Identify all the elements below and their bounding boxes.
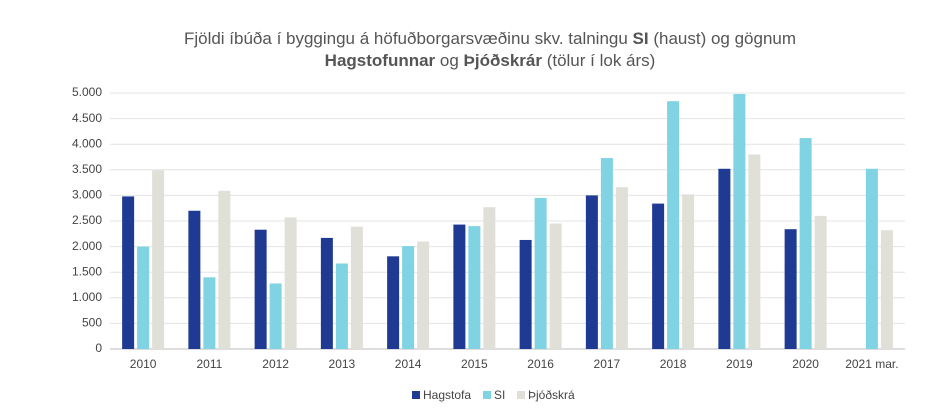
bar [814, 215, 827, 349]
bar [122, 196, 135, 349]
bar [254, 229, 267, 349]
x-tick-label: 2012 [262, 357, 289, 371]
x-tick-label: 2010 [130, 357, 157, 371]
y-tick-label: 0 [95, 341, 102, 355]
bar [284, 217, 297, 349]
bar [733, 94, 746, 349]
y-tick-label: 5.000 [72, 85, 102, 99]
y-tick-label: 3.000 [72, 188, 102, 202]
y-tick-label: 2.500 [72, 213, 102, 227]
bar [748, 154, 761, 349]
bar [549, 223, 562, 349]
x-tick-label: 2013 [329, 357, 356, 371]
y-tick-label: 500 [82, 316, 102, 330]
x-tick-label: 2014 [395, 357, 422, 371]
bar [615, 187, 628, 349]
y-tick-label: 2.000 [72, 239, 102, 253]
title-part: (tölur í lok árs) [542, 51, 655, 70]
legend-label: Þjóðskrá [528, 388, 575, 402]
y-tick-label: 3.500 [72, 162, 102, 176]
y-tick-label: 1.000 [72, 290, 102, 304]
bar [468, 226, 481, 349]
bar [137, 246, 150, 349]
bar [203, 277, 216, 349]
bar [218, 190, 231, 349]
x-tick-label: 2021 mar. [845, 357, 898, 371]
legend-label: SI [494, 388, 505, 402]
bar [667, 101, 680, 349]
bar [417, 241, 430, 349]
y-tick-label: 4.000 [72, 136, 102, 150]
legend-swatch [412, 391, 420, 399]
bar [350, 226, 363, 349]
bar [269, 283, 282, 349]
bar [387, 256, 400, 349]
x-tick-label: 2020 [792, 357, 819, 371]
bar [600, 158, 613, 349]
title-part: Hagstofunnar [325, 51, 436, 70]
bar [335, 263, 348, 349]
x-tick-label: 2011 [196, 357, 222, 371]
legend-swatch [517, 391, 525, 399]
title-part: og [435, 51, 463, 70]
title-part: (haust) og gögnum [649, 29, 796, 48]
bar [188, 210, 201, 349]
legend-swatch [483, 391, 491, 399]
legend-label: Hagstofa [423, 388, 471, 402]
x-tick-label: 2015 [461, 357, 488, 371]
bar [534, 197, 547, 349]
bar [402, 246, 415, 349]
bar [519, 239, 532, 349]
bar [585, 195, 598, 349]
bar [453, 224, 466, 349]
bar [865, 168, 878, 349]
title-part: Fjöldi íbúða í byggingu á höfuðborgarsvæ… [184, 29, 633, 48]
title-part: SI [633, 29, 649, 48]
bar [784, 229, 797, 349]
bar [320, 237, 333, 349]
x-tick-label: 2016 [527, 357, 554, 371]
bar [718, 168, 731, 349]
bar [652, 203, 665, 349]
y-tick-label: 1.500 [72, 264, 102, 278]
bar [799, 138, 812, 349]
chart-title: Hagstofunnar og Þjóðskrár (tölur í lok á… [325, 51, 656, 70]
bar [483, 207, 496, 349]
bar [682, 194, 695, 349]
title-part: Þjóðskrár [464, 51, 543, 70]
y-tick-label: 4.500 [72, 111, 102, 125]
x-tick-label: 2018 [660, 357, 687, 371]
x-tick-label: 2019 [726, 357, 753, 371]
x-tick-label: 2017 [594, 357, 621, 371]
chart-title: Fjöldi íbúða í byggingu á höfuðborgarsvæ… [184, 29, 796, 48]
bar [152, 170, 165, 349]
bar [880, 230, 893, 349]
